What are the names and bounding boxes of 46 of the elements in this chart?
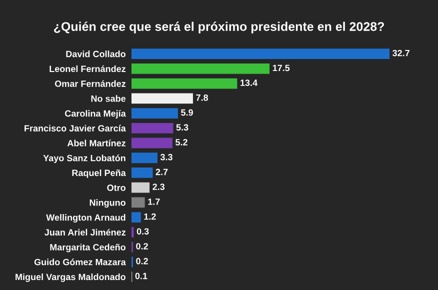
y-tick-label: Carolina Mejía: [65, 110, 126, 118]
data-label: 2.3: [152, 184, 165, 190]
data-label: 5.9: [181, 109, 193, 116]
bar: [131, 226, 134, 238]
bar: [131, 152, 158, 164]
bar: [131, 197, 145, 208]
y-tick-label: Margarita Cedeño: [50, 244, 126, 252]
data-label: 0.3: [136, 228, 149, 235]
bar: [131, 48, 390, 60]
bar: [131, 168, 153, 178]
bar: [131, 138, 172, 148]
data-label: 0.1: [135, 272, 148, 280]
data-label: 2.7: [156, 168, 168, 176]
bar: [131, 93, 193, 104]
y-tick-label: Miguel Vargas Maldonado: [16, 274, 126, 282]
y-tick-label: Ninguno: [90, 199, 126, 208]
y-tick-label: David Collado: [66, 50, 126, 58]
data-label: 0.2: [136, 243, 148, 250]
data-label: 32.7: [392, 50, 410, 56]
bar: [131, 182, 150, 193]
y-tick-label: Raquel Peña: [72, 169, 126, 178]
y-tick-label: Yayo Sanz Lobatón: [43, 154, 126, 164]
y-tick-label: Omar Fernández: [54, 80, 126, 87]
y-tick-label: Guido Gómez Mazara: [34, 258, 126, 266]
data-label: 0.2: [136, 258, 148, 264]
data-label: 5.3: [176, 124, 188, 131]
y-tick-label: Abel Martínez: [67, 140, 126, 146]
bar: [131, 63, 270, 74]
bar: [131, 212, 141, 223]
data-label: 13.4: [240, 80, 258, 86]
bar: [131, 108, 178, 118]
y-tick-label: Leonel Fernández: [50, 65, 126, 72]
data-label: 7.8: [196, 94, 208, 101]
data-label: 3.3: [160, 154, 172, 160]
data-label: 5.2: [176, 139, 188, 146]
chart-title: ¿Quién cree que será el próximo presidente en el 2028?: [54, 22, 384, 34]
data-label: 1.7: [148, 198, 160, 205]
data-label: 17.5: [272, 64, 290, 72]
y-tick-label: Wellington Arnaud: [46, 214, 126, 223]
y-tick-label: No sabe: [91, 95, 126, 102]
data-label: 1.2: [144, 213, 156, 220]
bar: [131, 78, 238, 89]
y-tick-label: Francisco Javier García: [24, 124, 126, 132]
y-tick-label: Otro: [107, 184, 126, 191]
y-tick-label: Juan Ariel Jiménez: [44, 228, 126, 236]
bar: [131, 122, 174, 134]
